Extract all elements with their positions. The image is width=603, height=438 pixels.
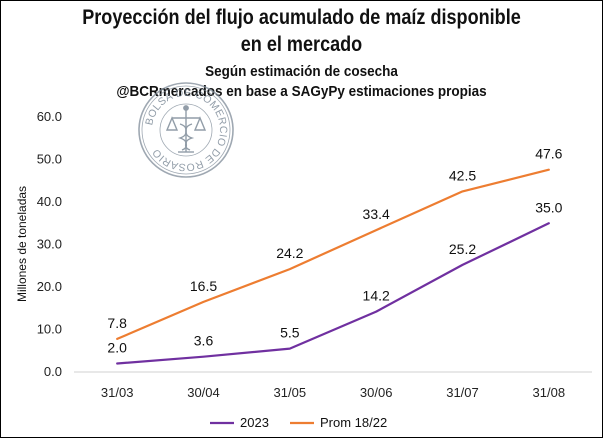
data-label: 7.8 — [107, 315, 127, 331]
y-tick-label: 60.0 — [37, 109, 62, 124]
y-tick-label: 20.0 — [37, 279, 62, 294]
x-tick-label: 30/04 — [187, 385, 220, 400]
data-label: 16.5 — [190, 278, 217, 294]
chart-title-line-1: Proyección del flujo acumulado de maíz d… — [82, 6, 521, 29]
y-axis-ticks: 0.0 10.0 20.0 30.0 40.0 50.0 60.0 — [37, 109, 62, 379]
data-label: 5.5 — [280, 325, 300, 341]
data-label: 33.4 — [363, 206, 390, 222]
x-tick-label: 31/03 — [101, 385, 134, 400]
series-layer: 2.0 3.6 5.5 14.2 25.2 35.0 7.8 16.5 24.2 33.4 42.5… — [107, 146, 563, 365]
data-label: 47.6 — [535, 146, 562, 162]
series-line-0 — [116, 222, 550, 365]
caduceus-scales-icon — [165, 105, 207, 153]
data-label: 35.0 — [535, 199, 562, 215]
y-tick-label: 40.0 — [37, 194, 62, 209]
x-axis-ticks: 31/03 30/04 31/05 30/06 31/07 31/08 — [101, 385, 565, 400]
data-label: 25.2 — [449, 241, 476, 257]
y-tick-label: 10.0 — [37, 322, 62, 337]
x-tick-label: 30/06 — [360, 385, 393, 400]
x-tick-label: 31/08 — [533, 385, 566, 400]
legend: 2023 Prom 18/22 — [210, 415, 387, 430]
legend-label-0: 2023 — [240, 415, 269, 430]
bcr-seal-watermark: BOLSA DE COMERCIO DE ROSARIO — [138, 82, 234, 178]
data-label: 3.6 — [194, 333, 214, 349]
chart-title-line-2: en el mercado — [240, 33, 363, 56]
data-label: 24.2 — [276, 245, 303, 261]
chart-subtitle-line-1: Según estimación de cosecha — [205, 63, 398, 80]
data-label: 42.5 — [449, 167, 476, 183]
x-tick-label: 31/07 — [446, 385, 479, 400]
y-axis-label: Millones de toneladas — [15, 186, 29, 302]
series-line-1 — [116, 168, 550, 340]
y-tick-label: 0.0 — [44, 364, 62, 379]
y-tick-label: 30.0 — [37, 237, 62, 252]
legend-label-1: Prom 18/22 — [320, 415, 387, 430]
x-tick-label: 31/05 — [274, 385, 307, 400]
y-tick-label: 50.0 — [37, 152, 62, 167]
chart-subtitle-line-2: @BCRmercados en base a SAGyPy estimacion… — [116, 83, 487, 100]
data-label: 2.0 — [107, 340, 127, 356]
data-label: 14.2 — [363, 288, 390, 304]
